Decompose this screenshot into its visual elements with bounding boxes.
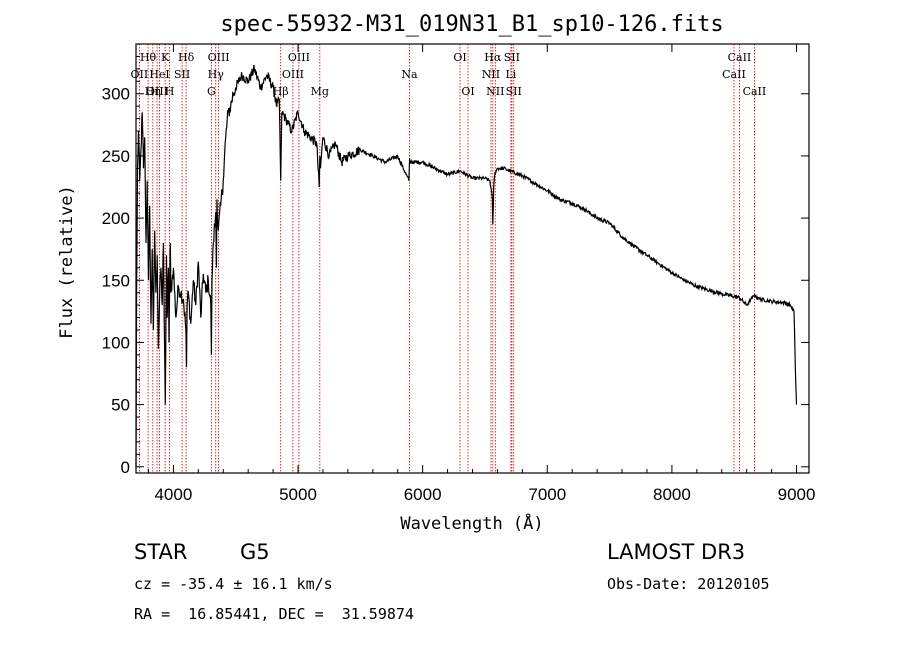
- marker-label: Hγ: [208, 68, 225, 81]
- marker-label: SII: [174, 68, 190, 81]
- y-tick-label: 300: [102, 85, 130, 104]
- x-tick-label: 5000: [279, 485, 317, 504]
- marker-label: SII: [504, 51, 520, 64]
- marker-label: SII: [506, 85, 522, 98]
- object-subclass: G5: [240, 540, 270, 564]
- x-axis-ticks: 4000 5000 6000 7000 8000 9000: [147, 44, 816, 504]
- x-tick-label: 6000: [404, 485, 442, 504]
- y-tick-label: 0: [121, 458, 130, 477]
- plot-frame: [135, 43, 810, 474]
- y-tick-label: 100: [102, 333, 130, 352]
- marker-label: OIII: [282, 68, 304, 81]
- x-tick-label: 7000: [528, 485, 566, 504]
- x-tick-label: 9000: [778, 485, 816, 504]
- y-tick-label: 50: [111, 396, 130, 415]
- marker-label: OII: [131, 68, 149, 81]
- marker-label: OIII: [146, 85, 168, 98]
- marker-label: CaII: [743, 85, 767, 98]
- marker-label: Hα: [484, 51, 502, 64]
- spectral-line-markers: [138, 44, 755, 473]
- marker-label: Hδ: [178, 51, 195, 64]
- marker-label: Li: [505, 68, 516, 81]
- marker-label: Mg: [311, 85, 329, 98]
- y-axis-ticks: 0 50 100 150 200 250 300: [102, 55, 809, 477]
- obs-date: Obs-Date: 20120105: [607, 575, 770, 593]
- marker-label: K: [161, 51, 170, 64]
- marker-label: OIII: [208, 51, 230, 64]
- marker-label: CaII: [728, 51, 752, 64]
- marker-label: OI: [461, 85, 474, 98]
- marker-label: Hη: [145, 85, 161, 98]
- y-axis-label: Flux (relative): [57, 185, 77, 339]
- marker-label: NII: [486, 85, 504, 98]
- marker-label: OIII: [288, 51, 310, 64]
- marker-label: H: [165, 85, 175, 98]
- object-class: STAR: [134, 540, 188, 564]
- y-tick-label: 150: [102, 271, 130, 290]
- redshift-readout: cz = -35.4 ± 16.1 km/s: [134, 575, 333, 593]
- marker-label: HeI: [149, 68, 169, 81]
- x-axis-label: Wavelength (Å): [400, 512, 543, 534]
- y-tick-label: 200: [102, 209, 130, 228]
- marker-label: Hθ: [140, 51, 157, 64]
- marker-label: Na: [401, 68, 418, 81]
- survey-name: LAMOST DR3: [607, 540, 746, 564]
- x-tick-label: 8000: [653, 485, 691, 504]
- marker-label: CaII: [722, 68, 746, 81]
- marker-label: G: [207, 85, 216, 98]
- x-tick-label: 4000: [154, 485, 192, 504]
- coordinates: RA = 16.85441, DEC = 31.59874: [134, 605, 414, 623]
- chart-title: spec-55932-M31_019N31_B1_sp10-126.fits: [220, 12, 723, 37]
- marker-label: Hβ: [273, 85, 289, 98]
- spectrum-line: [135, 65, 798, 467]
- y-tick-label: 250: [102, 147, 130, 166]
- marker-label: NII: [482, 68, 500, 81]
- marker-label: OI: [453, 51, 466, 64]
